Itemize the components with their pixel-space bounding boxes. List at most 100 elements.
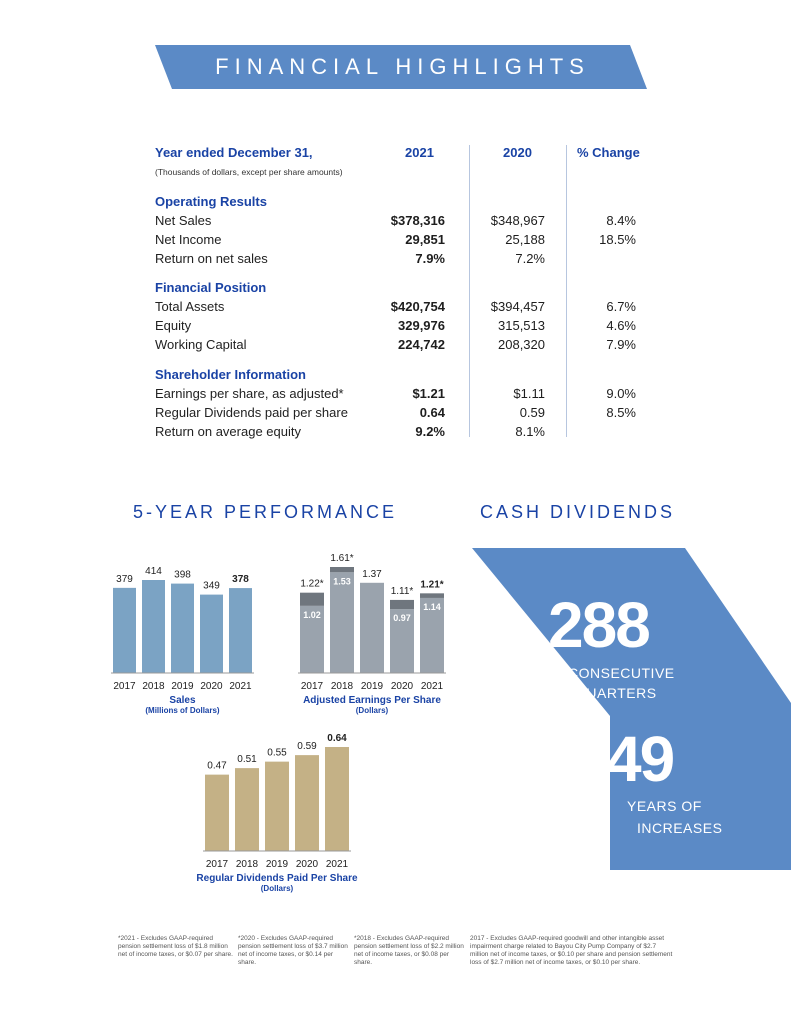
value-change: 4.6%	[606, 318, 636, 333]
x-tick-label: 2020	[391, 681, 414, 692]
x-tick-label: 2019	[361, 681, 384, 692]
value-2021: 0.64	[419, 405, 445, 420]
row-label: Regular Dividends paid per share	[155, 405, 348, 420]
chart-bar	[229, 588, 252, 673]
x-tick-label: 2018	[331, 681, 354, 692]
bar-value-label: 1.37	[362, 569, 382, 580]
value-2020: $394,457	[490, 299, 545, 314]
bar-inner-label: 0.97	[393, 613, 411, 623]
row-label: Equity	[155, 318, 192, 333]
chart-bar-adjustment	[330, 567, 354, 573]
value-2021: $420,754	[390, 299, 445, 314]
col-label: Year ended December 31,	[155, 145, 313, 160]
chart-bar-base	[330, 572, 354, 673]
bar-value-label: 378	[232, 574, 249, 585]
bar-value-label: 349	[203, 581, 220, 592]
chart-subtitle: (Dollars)	[261, 884, 294, 893]
row-label: Working Capital	[155, 337, 247, 352]
col-2020: 2020	[503, 145, 532, 160]
value-2020: $1.11	[513, 386, 545, 401]
quarters-label-1: CONSECUTIVE	[568, 665, 675, 681]
chart-subtitle: (Millions of Dollars)	[145, 706, 220, 715]
value-2021: $1.21	[412, 386, 445, 401]
value-2021: 224,742	[398, 337, 445, 352]
x-tick-label: 2020	[200, 681, 223, 692]
value-2020: 315,513	[498, 318, 545, 333]
chart-bar-adjustment	[420, 593, 444, 598]
x-tick-label: 2018	[142, 681, 165, 692]
value-change: 6.7%	[606, 299, 636, 314]
x-tick-label: 2017	[113, 681, 136, 692]
x-tick-label: 2019	[171, 681, 194, 692]
bar-value-label: 398	[174, 570, 191, 581]
chart-title: Adjusted Earnings Per Share	[303, 695, 441, 706]
row-label: Net Income	[155, 232, 222, 247]
chart-bar-base	[360, 582, 384, 673]
x-tick-label: 2019	[266, 859, 289, 870]
chart-bar-base	[390, 609, 414, 673]
bar-value-label: 0.47	[207, 761, 227, 772]
col-change: % Change	[577, 145, 640, 160]
bar-value-label: 1.22*	[300, 579, 323, 590]
years-label-1: YEARS OF	[627, 798, 702, 814]
units-note: (Thousands of dollars, except per share …	[155, 167, 343, 177]
chart-bar-base	[300, 605, 324, 673]
bar-value-label: 0.59	[297, 741, 317, 752]
row-label: Earnings per share, as adjusted*	[155, 386, 344, 401]
footnote-2021: *2021 - Excludes GAAP-required pension s…	[118, 935, 233, 958]
chart-bar	[171, 583, 194, 673]
row-label: Return on net sales	[155, 251, 268, 266]
bar-value-label: 0.51	[237, 754, 257, 765]
value-2020: 7.2%	[515, 251, 545, 266]
x-tick-label: 2021	[421, 681, 444, 692]
bar-value-label: 1.21*	[420, 579, 443, 590]
bar-value-label: 0.55	[267, 748, 287, 759]
sales-chart: 379 2017 414 2018 398 2019 349 2020 378 2021 Sales…	[111, 566, 254, 715]
chart-bar	[142, 580, 165, 673]
bar-value-label: 1.11*	[391, 586, 414, 597]
chart-bar	[325, 747, 349, 851]
chart-title: Sales	[169, 695, 196, 706]
page-title: FINANCIAL HIGHLIGHTS	[215, 53, 590, 79]
value-change: 18.5%	[599, 232, 636, 247]
bar-value-label: 414	[145, 566, 162, 577]
value-2020: 8.1%	[515, 424, 545, 439]
value-change: 9.0%	[606, 386, 636, 401]
x-tick-label: 2020	[296, 859, 319, 870]
eps-chart: 1.02 1.22* 2017 1.53 1.61* 2018 1.37 2019 0.97 1.…	[298, 553, 446, 715]
chart-bar	[265, 761, 289, 851]
value-2020: 25,188	[505, 232, 545, 247]
bar-value-label: 0.64	[327, 733, 347, 744]
value-2021: 29,851	[405, 232, 445, 247]
quarters-number: 288	[548, 589, 651, 661]
chart-subtitle: (Dollars)	[356, 706, 389, 715]
chart-bar-adjustment	[390, 599, 414, 610]
value-2020: 208,320	[498, 337, 545, 352]
chart-bar	[235, 768, 259, 851]
chart-bar-base	[420, 597, 444, 673]
dividends-chart: 0.47 2017 0.51 2018 0.55 2019 0.59 2020 0.64 2021…	[196, 733, 358, 893]
x-tick-label: 2017	[206, 859, 229, 870]
bar-value-label: 1.61*	[330, 553, 353, 564]
value-2021: $378,316	[390, 213, 445, 228]
value-2021: 329,976	[398, 318, 445, 333]
title-banner	[155, 45, 647, 89]
x-tick-label: 2017	[301, 681, 324, 692]
section-title: Financial Position	[155, 280, 267, 295]
value-2021: 9.2%	[415, 424, 445, 439]
years-number: 49	[606, 723, 675, 795]
row-label: Total Assets	[155, 299, 225, 314]
bar-value-label: 379	[116, 574, 133, 585]
chart-title: Regular Dividends Paid Per Share	[196, 873, 358, 884]
bar-inner-label: 1.14	[423, 602, 441, 612]
x-tick-label: 2021	[326, 859, 349, 870]
value-change: 8.5%	[606, 405, 636, 420]
chart-bar-adjustment	[300, 592, 324, 606]
cash-dividends-panel	[472, 548, 791, 870]
row-label: Return on average equity	[155, 424, 301, 439]
bar-inner-label: 1.02	[303, 610, 321, 620]
bar-inner-label: 1.53	[333, 576, 351, 586]
footnote-2018: *2018 - Excludes GAAP-required pension s…	[354, 935, 464, 966]
quarters-label-2: QUARTERS	[575, 685, 657, 701]
x-tick-label: 2021	[229, 681, 252, 692]
